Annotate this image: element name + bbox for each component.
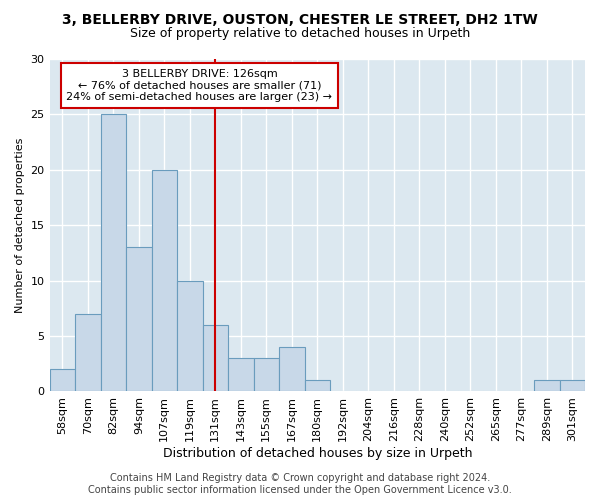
Bar bbox=[534, 380, 560, 392]
Bar bbox=[203, 325, 228, 392]
Text: 3 BELLERBY DRIVE: 126sqm
← 76% of detached houses are smaller (71)
24% of semi-d: 3 BELLERBY DRIVE: 126sqm ← 76% of detach… bbox=[67, 69, 332, 102]
Bar bbox=[254, 358, 279, 392]
Bar bbox=[560, 380, 585, 392]
Bar bbox=[305, 380, 330, 392]
Y-axis label: Number of detached properties: Number of detached properties bbox=[15, 138, 25, 313]
Bar bbox=[126, 248, 152, 392]
Bar bbox=[101, 114, 126, 392]
Text: Contains HM Land Registry data © Crown copyright and database right 2024.
Contai: Contains HM Land Registry data © Crown c… bbox=[88, 474, 512, 495]
Bar bbox=[50, 370, 75, 392]
X-axis label: Distribution of detached houses by size in Urpeth: Distribution of detached houses by size … bbox=[163, 447, 472, 460]
Bar bbox=[228, 358, 254, 392]
Text: 3, BELLERBY DRIVE, OUSTON, CHESTER LE STREET, DH2 1TW: 3, BELLERBY DRIVE, OUSTON, CHESTER LE ST… bbox=[62, 12, 538, 26]
Bar bbox=[75, 314, 101, 392]
Bar bbox=[177, 280, 203, 392]
Bar bbox=[152, 170, 177, 392]
Bar bbox=[279, 347, 305, 392]
Text: Size of property relative to detached houses in Urpeth: Size of property relative to detached ho… bbox=[130, 28, 470, 40]
